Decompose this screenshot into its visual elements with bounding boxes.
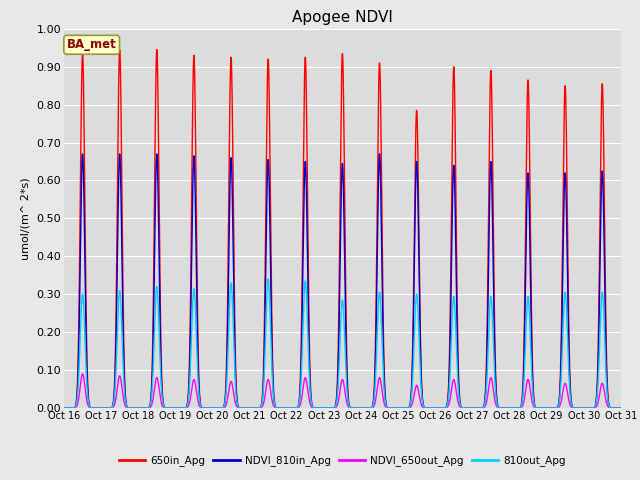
Y-axis label: umol/(m^ 2*s): umol/(m^ 2*s) [21, 177, 31, 260]
Text: BA_met: BA_met [67, 38, 116, 51]
Legend: 650in_Apg, NDVI_810in_Apg, NDVI_650out_Apg, 810out_Apg: 650in_Apg, NDVI_810in_Apg, NDVI_650out_A… [115, 451, 570, 470]
Title: Apogee NDVI: Apogee NDVI [292, 10, 393, 25]
